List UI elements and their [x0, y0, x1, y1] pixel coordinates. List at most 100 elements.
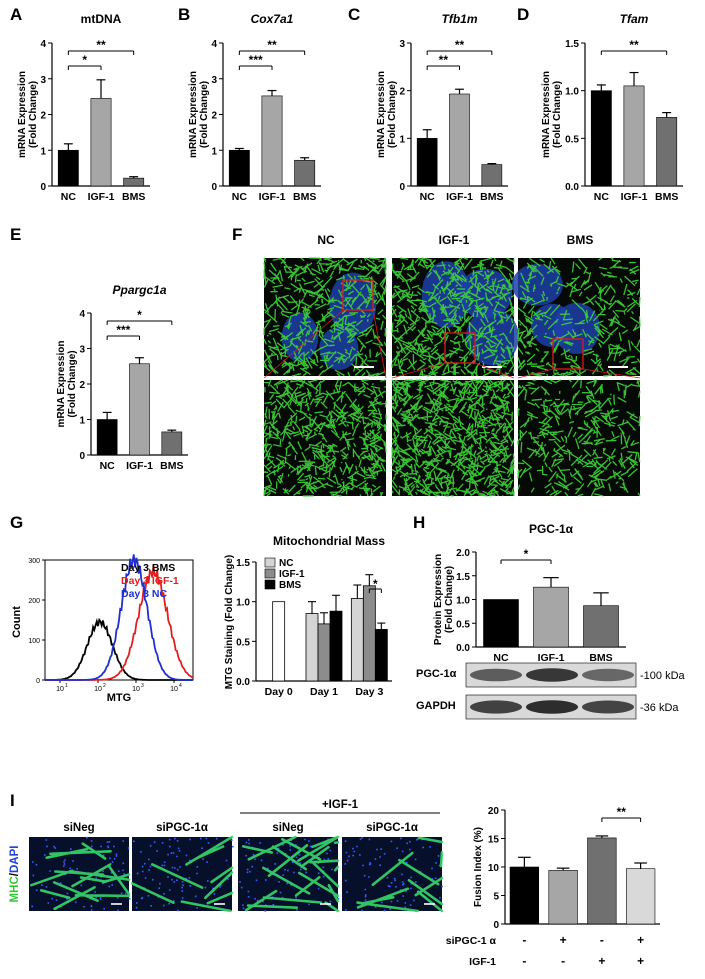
x-tick-label: NC: [493, 652, 509, 664]
y-axis-label: mRNA Expression: [17, 71, 28, 158]
mitochondria-network: [263, 257, 387, 377]
panel-letter-h: H: [413, 513, 425, 532]
x-tick-label: NC: [100, 460, 116, 472]
x-tick-exponent: 4: [179, 683, 182, 689]
x-tick-label: 10: [56, 686, 64, 693]
bar: [548, 870, 578, 925]
histogram-series-nc: [45, 554, 193, 681]
y-tick-label: 0: [493, 920, 499, 931]
blot-band: [470, 668, 522, 682]
zoom-connector: [372, 309, 387, 379]
y-axis-label: (Fold Change): [444, 566, 455, 633]
significance-label: *: [137, 308, 142, 322]
bar: [623, 85, 645, 187]
bar: [305, 613, 319, 682]
mitochondria-network: [391, 379, 515, 497]
micrograph-overview: [263, 257, 387, 377]
group-label: +IGF-1: [322, 799, 359, 811]
x-tick-label: BMS: [293, 191, 316, 203]
zoom-region-box: [444, 332, 476, 364]
y-tick-label: 2: [211, 111, 217, 122]
panel-letter-a: A: [10, 5, 22, 24]
x-tick-label: IGF-1: [259, 191, 286, 203]
y-tick-label: 2: [79, 380, 85, 391]
y-axis-label: mRNA Expression: [541, 71, 552, 158]
significance-label: **: [439, 53, 449, 67]
y-axis-label: Protein Expression: [433, 554, 444, 645]
x-tick-label: IGF-1: [538, 652, 565, 664]
significance-label: *: [524, 547, 529, 561]
bar: [481, 164, 503, 187]
y-tick-label: 10: [488, 863, 500, 874]
y-tick-label: 0: [211, 182, 217, 193]
chart-title: Tfb1m: [442, 12, 478, 26]
y-tick-label: 4: [211, 39, 217, 50]
y-axis-label: mRNA Expression: [188, 71, 199, 158]
y-axis-label: mRNA Expression: [56, 341, 67, 428]
bar: [374, 629, 388, 682]
panel-letter-i: I: [10, 791, 15, 810]
x-tick-label: BMS: [160, 460, 183, 472]
histogram-series-bms: [45, 617, 193, 681]
bar: [161, 431, 183, 456]
y-tick-label: 1.5: [565, 39, 579, 50]
condition-mark: +: [598, 954, 605, 968]
y-axis-label: (Fold Change): [199, 81, 210, 148]
x-tick-label: NC: [420, 191, 436, 203]
y-tick-label: 0: [399, 182, 405, 193]
bar: [272, 601, 286, 682]
bar: [362, 585, 376, 682]
x-tick-label: BMS: [655, 191, 678, 203]
x-tick-label: NC: [232, 191, 248, 203]
x-tick-exponent: 1: [65, 683, 68, 689]
bar: [656, 117, 678, 187]
bar: [228, 149, 250, 187]
chart-title: Cox7a1: [251, 12, 294, 26]
legend-swatch: [264, 579, 276, 590]
y-tick-label: 3: [79, 345, 85, 356]
zoom-connector: [474, 362, 515, 379]
y-tick-label: 5: [493, 892, 499, 903]
western-blot-strip: [465, 694, 637, 720]
bar: [587, 837, 617, 925]
significance-label: ***: [249, 53, 263, 67]
nucleus: [553, 302, 600, 354]
bar: [90, 98, 112, 187]
micrograph-column-title: IGF-1: [439, 233, 470, 247]
stain-legend: MHC/DAPI: [9, 846, 21, 903]
legend-label: IGF-1: [279, 569, 305, 580]
western-blot-strip: [465, 662, 637, 688]
micrograph-zoom: [517, 379, 641, 497]
chart-b: 0 1 2 3 4 Cox7a1 mRNA Expression (Fold Change) N…: [188, 12, 321, 203]
x-tick-label: Day 0: [265, 686, 293, 698]
bar: [57, 149, 79, 187]
x-tick-label: Day 1: [310, 686, 338, 698]
bar: [483, 599, 519, 648]
zoom-connector: [582, 368, 641, 379]
y-tick-label: 0.0: [565, 182, 579, 193]
significance-label: **: [96, 38, 106, 52]
bar: [123, 177, 145, 187]
x-tick-label: BMS: [122, 191, 145, 203]
mitochondria-network: [391, 257, 515, 377]
x-tick-label: 10: [170, 686, 178, 693]
x-tick-label: 10: [132, 686, 140, 693]
bar: [449, 93, 470, 187]
y-axis-label: (Fold Change): [28, 81, 39, 148]
y-tick-label: 4: [79, 309, 85, 320]
y-tick-label: 100: [28, 638, 40, 645]
significance-label: **: [455, 38, 465, 52]
y-tick-label: 1.0: [565, 87, 579, 98]
mitochondria-network: [517, 379, 641, 497]
y-tick-label: 1: [399, 134, 405, 145]
micrograph-zoom: [391, 379, 515, 497]
x-tick-exponent: 3: [141, 683, 144, 689]
y-axis-label: Fusion Index (%): [473, 827, 484, 907]
x-tick-label: IGF-1: [126, 460, 153, 472]
y-tick-label: 1.0: [236, 598, 250, 609]
myotube-fibers: [30, 842, 131, 911]
panel-letter-e: E: [10, 225, 21, 244]
significance-label: *: [373, 577, 378, 591]
fusion-micrograph: [130, 835, 234, 913]
